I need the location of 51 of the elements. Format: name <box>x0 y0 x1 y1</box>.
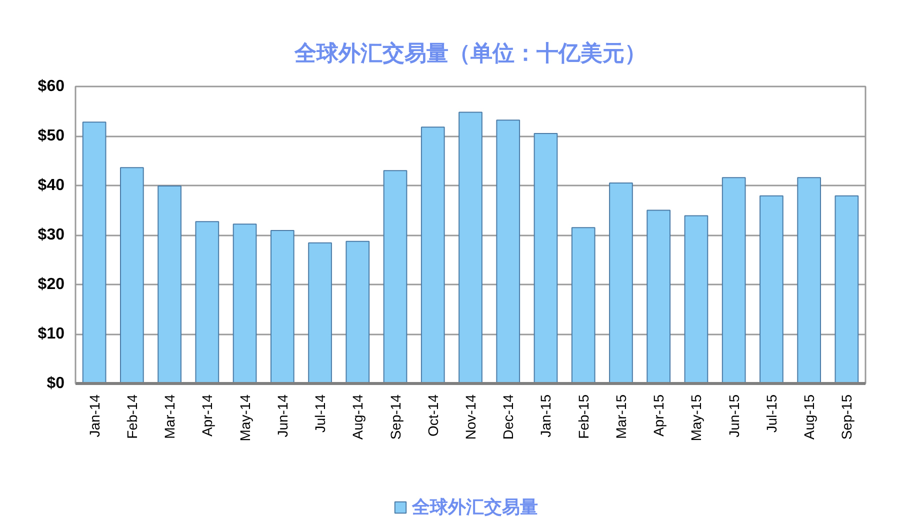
x-tick-label: Aug-14 <box>350 394 366 440</box>
bar <box>420 126 445 384</box>
bar <box>722 177 746 384</box>
bar <box>383 170 408 384</box>
x-tick-label: Jul-15 <box>763 394 780 433</box>
x-tick-label: Nov-14 <box>462 394 478 440</box>
x-tick-label: May-15 <box>688 394 704 442</box>
chart-title: 全球外汇交易量（单位：十亿美元） <box>294 40 646 66</box>
bar <box>232 224 257 384</box>
bar <box>496 120 520 384</box>
x-tick-label: Jun-14 <box>274 394 290 438</box>
bar <box>458 112 482 384</box>
bar <box>534 133 558 384</box>
bar <box>308 242 332 384</box>
y-tick-label: $30 <box>38 226 65 244</box>
x-tick-label: Jun-15 <box>726 394 742 438</box>
bar <box>834 195 859 384</box>
y-tick-label: $10 <box>38 326 65 342</box>
bar <box>195 221 220 384</box>
y-tick-label: $40 <box>38 177 65 194</box>
bar <box>270 230 294 384</box>
x-tick-label: Jan-14 <box>86 394 102 438</box>
y-tick-label: $20 <box>38 276 65 293</box>
x-tick-label: Apr-14 <box>199 394 216 437</box>
x-tick-label: Mar-15 <box>612 394 629 439</box>
x-tick-label: Jul-14 <box>312 394 328 433</box>
x-tick-label: Feb-15 <box>575 394 592 439</box>
bar <box>158 185 182 384</box>
x-tick-label: Jan-15 <box>538 394 554 438</box>
bar <box>684 215 708 384</box>
bar <box>797 177 821 384</box>
x-tick-label: Dec-14 <box>500 394 516 440</box>
bar <box>82 122 106 384</box>
x-tick-label: Mar-14 <box>162 394 178 439</box>
x-tick-label: Aug-15 <box>801 394 818 440</box>
bar <box>760 195 784 384</box>
x-tick-label: May-14 <box>236 394 253 442</box>
x-tick-label: Apr-15 <box>650 394 667 437</box>
bar <box>120 167 144 384</box>
legend-label: 全球外汇交易量 <box>412 496 538 519</box>
y-tick-label: $0 <box>46 375 65 392</box>
bar <box>609 182 633 384</box>
x-tick-label: Feb-14 <box>124 394 140 439</box>
x-tick-label: Oct-14 <box>424 394 441 437</box>
x-tick-label: Sep-15 <box>838 394 855 440</box>
bar <box>571 227 596 384</box>
y-tick-label: $60 <box>38 78 65 95</box>
bar <box>646 210 671 384</box>
x-tick-label: Sep-14 <box>387 394 404 440</box>
y-tick-label: $50 <box>38 128 65 144</box>
bar <box>346 240 370 384</box>
